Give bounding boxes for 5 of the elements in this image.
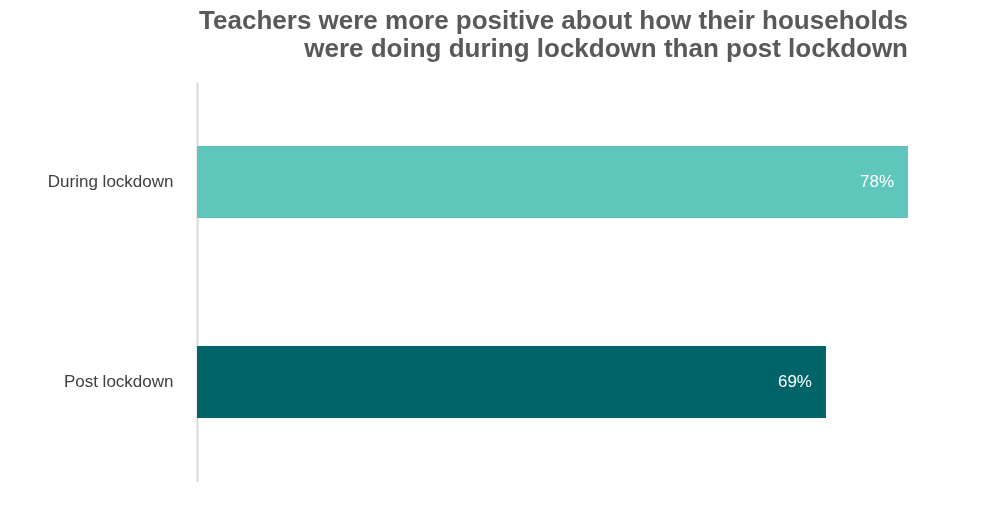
data-label: 69% [777,372,812,391]
y-tick-label: Post lockdown [63,372,174,391]
data-label: 78% [859,172,894,191]
y-tick-label: During lockdown [47,172,174,191]
chart-title: Teachers were more positive about how their households were doing during lockdown than post lockdown [199,5,908,63]
